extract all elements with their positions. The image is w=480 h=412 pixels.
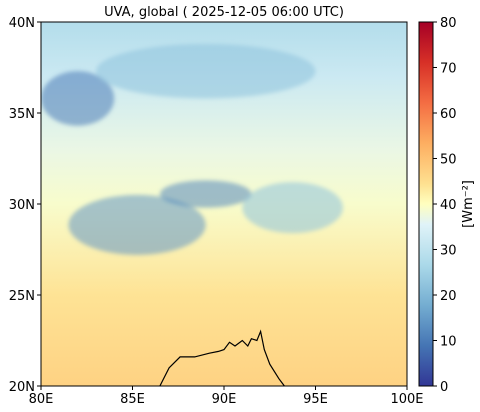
colorbar-tick-label: 70 (440, 62, 457, 77)
coastline (159, 329, 285, 386)
chart-title: UVA, global ( 2025-12-05 06:00 UTC) (104, 5, 344, 20)
low-uva-region-2 (95, 43, 316, 99)
x-tick-label: 90E (212, 392, 237, 407)
colorbar-tick-label: 30 (440, 244, 457, 259)
x-axis: 80E 85E 90E 95E 100E (29, 386, 424, 407)
x-tick-label: 85E (120, 392, 145, 407)
x-tick-label: 100E (390, 392, 423, 407)
colorbar-tick-label: 50 (440, 153, 457, 168)
colorbar-tick-label: 60 (440, 107, 457, 122)
low-uva-region-3 (68, 194, 206, 255)
colorbar (418, 21, 434, 387)
low-uva-region-4 (159, 180, 252, 208)
colorbar-tick-label: 0 (440, 380, 448, 395)
y-tick-label: 35N (9, 107, 35, 122)
y-tick-label: 20N (9, 380, 35, 395)
low-uva-region-5 (242, 182, 343, 234)
colorbar-tick-label: 40 (440, 198, 457, 213)
low-uva-cloud-regions (41, 43, 343, 255)
low-uva-region-1 (41, 71, 115, 126)
x-tick-label: 80E (29, 392, 54, 407)
colorbar-tick-label: 80 (440, 16, 457, 31)
colorbar-tick-label: 10 (440, 335, 457, 350)
y-tick-label: 30N (9, 198, 35, 213)
map-plot-area (41, 22, 407, 386)
x-tick-label: 95E (303, 392, 328, 407)
colorbar-label: [Wm⁻²] (461, 180, 476, 228)
colorbar-axis: 0 10 20 30 40 50 60 70 80 (433, 16, 457, 395)
y-axis: 20N 25N 30N 35N 40N (9, 16, 41, 395)
y-tick-label: 25N (9, 289, 35, 304)
colorbar-tick-label: 20 (440, 289, 457, 304)
y-tick-label: 40N (9, 16, 35, 31)
